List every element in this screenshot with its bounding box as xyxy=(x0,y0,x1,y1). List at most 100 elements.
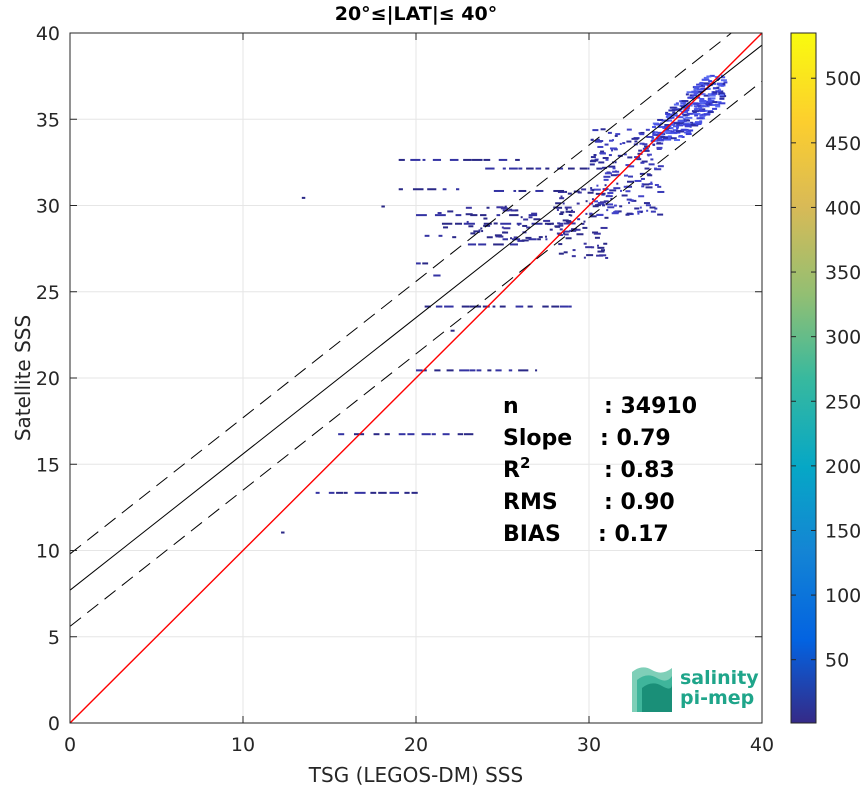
density-cell xyxy=(615,133,621,136)
density-cell xyxy=(719,95,725,98)
density-cell xyxy=(705,102,709,105)
density-cell xyxy=(587,191,594,194)
density-cell xyxy=(640,211,643,214)
density-cell xyxy=(648,163,655,166)
density-cell xyxy=(608,139,613,142)
density-cell xyxy=(473,230,481,233)
density-cell xyxy=(696,102,702,105)
density-cell xyxy=(607,206,615,209)
density-cell xyxy=(508,369,513,372)
density-cell xyxy=(641,185,645,188)
density-cell xyxy=(592,189,595,192)
density-cell xyxy=(708,99,715,102)
density-cell xyxy=(592,231,599,234)
axis-ticks: 0 10 20 30 40 0 5 10 15 20 25 30 35 40 xyxy=(36,23,774,756)
density-cell xyxy=(692,111,697,114)
density-cell xyxy=(706,104,709,107)
density-cell xyxy=(565,190,568,193)
density-cell xyxy=(493,243,504,246)
density-cell xyxy=(545,167,550,170)
density-cell xyxy=(373,433,380,436)
density-cell xyxy=(718,102,726,105)
density-cell xyxy=(690,121,694,124)
density-cell xyxy=(696,83,700,86)
density-cell xyxy=(483,158,491,161)
density-cell xyxy=(613,204,617,207)
density-cell xyxy=(651,137,655,140)
density-cell xyxy=(691,122,698,125)
colorbar-tick-label: 300 xyxy=(825,327,861,349)
density-cell xyxy=(676,124,684,127)
density-cell xyxy=(697,90,703,93)
density-cell xyxy=(301,196,306,199)
colorbar-tick-label: 250 xyxy=(825,391,861,413)
density-cell xyxy=(693,85,700,88)
density-cell xyxy=(639,206,642,209)
logo-line1: salinity xyxy=(680,667,759,689)
density-cell xyxy=(569,222,576,225)
density-cell xyxy=(707,111,714,114)
density-cell xyxy=(612,167,616,170)
density-cell xyxy=(691,90,699,93)
density-cell xyxy=(697,96,701,99)
density-cell xyxy=(520,216,523,219)
density-cell xyxy=(626,212,633,215)
density-cell xyxy=(562,230,570,233)
density-cell xyxy=(684,131,692,134)
density-cell xyxy=(563,222,570,225)
colorbar-tick-label: 450 xyxy=(825,133,861,155)
density-cell xyxy=(715,103,721,106)
stat-value: : 0.90 xyxy=(604,490,675,515)
density-cell xyxy=(467,243,477,246)
density-cell xyxy=(658,136,666,139)
density-cell xyxy=(669,106,677,109)
density-cell xyxy=(604,188,607,191)
density-cell xyxy=(655,137,660,140)
stat-value: : 0.17 xyxy=(598,522,669,547)
density-cell xyxy=(421,433,431,436)
density-cell xyxy=(558,252,564,255)
density-cell xyxy=(689,94,695,97)
density-cell xyxy=(667,115,671,118)
density-cell xyxy=(608,154,612,157)
density-cell xyxy=(619,142,622,145)
density-cell xyxy=(602,166,608,169)
density-cell xyxy=(411,491,418,494)
density-cell xyxy=(652,133,659,136)
density-cell xyxy=(557,222,561,225)
density-cell xyxy=(493,222,498,225)
density-cell xyxy=(423,369,427,372)
x-tick-label: 0 xyxy=(64,734,76,756)
density-cell xyxy=(604,143,609,146)
density-cell xyxy=(682,106,686,109)
y-tick-label: 30 xyxy=(36,196,60,218)
density-cell xyxy=(605,158,609,161)
density-cell xyxy=(681,135,685,138)
density-cell xyxy=(614,170,617,173)
density-cell xyxy=(657,125,665,128)
density-cell xyxy=(681,110,689,113)
density-cell xyxy=(384,433,390,436)
density-cell xyxy=(600,226,608,229)
density-cell xyxy=(716,86,720,89)
density-cell xyxy=(645,186,653,189)
density-cell xyxy=(642,143,648,146)
density-cell xyxy=(605,256,609,259)
density-cell xyxy=(701,105,707,108)
density-cell xyxy=(643,149,650,152)
density-cell xyxy=(654,207,658,210)
colorbar-tick-label: 400 xyxy=(825,197,861,219)
density-cell xyxy=(606,194,610,197)
density-cell xyxy=(634,207,640,210)
density-cell xyxy=(496,206,504,209)
colorbar-tick-label: 200 xyxy=(825,456,861,478)
x-tick-label: 20 xyxy=(404,734,428,756)
density-cell xyxy=(559,228,563,231)
density-cell xyxy=(596,167,603,170)
density-cell xyxy=(614,134,618,137)
density-cell xyxy=(595,192,601,195)
density-cell xyxy=(518,167,523,170)
density-cell xyxy=(500,222,512,225)
density-cell xyxy=(693,112,701,115)
density-cell xyxy=(499,305,506,308)
